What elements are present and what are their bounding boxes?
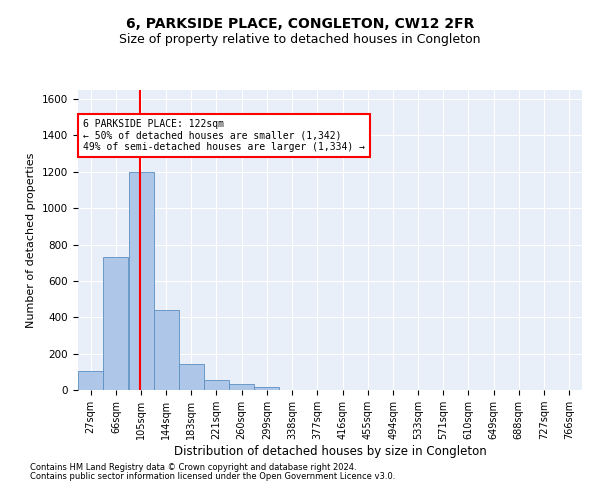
Text: 6 PARKSIDE PLACE: 122sqm
← 50% of detached houses are smaller (1,342)
49% of sem: 6 PARKSIDE PLACE: 122sqm ← 50% of detach…	[83, 119, 365, 152]
Bar	[254, 388, 280, 390]
Bar	[179, 364, 203, 390]
Bar	[154, 310, 179, 390]
Bar	[229, 384, 254, 390]
Text: Contains public sector information licensed under the Open Government Licence v3: Contains public sector information licen…	[30, 472, 395, 481]
Y-axis label: Number of detached properties: Number of detached properties	[26, 152, 37, 328]
Text: Contains HM Land Registry data © Crown copyright and database right 2024.: Contains HM Land Registry data © Crown c…	[30, 464, 356, 472]
Bar	[103, 256, 128, 390]
Text: Size of property relative to detached houses in Congleton: Size of property relative to detached ho…	[119, 32, 481, 46]
Bar	[78, 370, 103, 390]
Bar	[128, 172, 154, 390]
Bar	[204, 380, 229, 390]
X-axis label: Distribution of detached houses by size in Congleton: Distribution of detached houses by size …	[173, 445, 487, 458]
Text: 6, PARKSIDE PLACE, CONGLETON, CW12 2FR: 6, PARKSIDE PLACE, CONGLETON, CW12 2FR	[126, 18, 474, 32]
